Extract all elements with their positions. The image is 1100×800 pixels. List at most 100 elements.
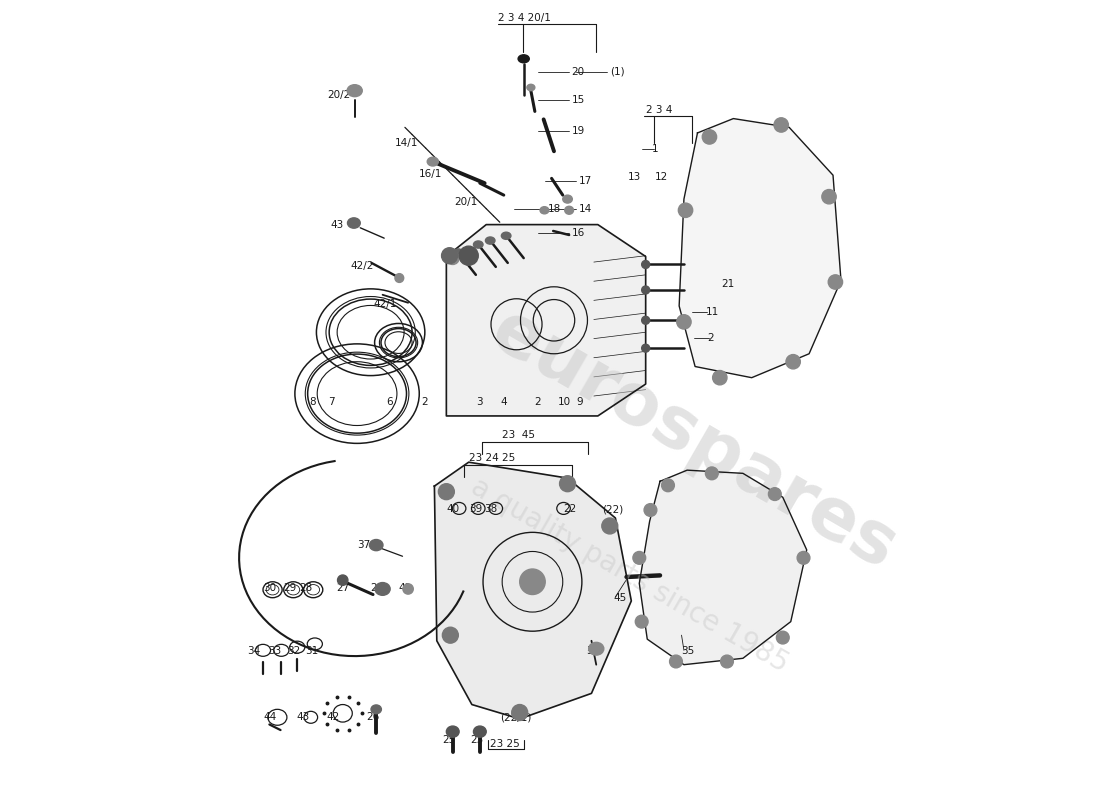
Ellipse shape — [588, 642, 604, 655]
Text: (22): (22) — [602, 504, 623, 514]
Text: 2 3 4: 2 3 4 — [646, 106, 672, 115]
Text: 4: 4 — [500, 397, 507, 406]
Ellipse shape — [641, 316, 650, 324]
Text: 42/2: 42/2 — [351, 261, 374, 271]
Ellipse shape — [641, 286, 650, 294]
Text: 44: 44 — [263, 712, 276, 722]
Ellipse shape — [502, 232, 510, 239]
Text: (1): (1) — [609, 66, 625, 77]
Circle shape — [786, 354, 801, 369]
Ellipse shape — [564, 206, 573, 214]
Text: 32: 32 — [287, 646, 300, 656]
Ellipse shape — [473, 726, 486, 738]
Text: 13: 13 — [627, 172, 640, 182]
Ellipse shape — [563, 195, 572, 203]
Text: 19: 19 — [572, 126, 585, 135]
Circle shape — [679, 203, 693, 218]
Circle shape — [822, 190, 836, 204]
Circle shape — [777, 631, 789, 644]
Circle shape — [661, 479, 674, 492]
Text: 14: 14 — [579, 204, 592, 214]
Text: 21: 21 — [722, 279, 735, 290]
Text: 15: 15 — [572, 95, 585, 106]
Ellipse shape — [338, 575, 348, 586]
Text: 23 24 25: 23 24 25 — [469, 453, 515, 463]
Text: eurospares: eurospares — [478, 296, 909, 584]
Text: 31: 31 — [306, 646, 319, 656]
Polygon shape — [639, 470, 806, 665]
Text: 39: 39 — [469, 504, 482, 514]
Text: 11: 11 — [705, 307, 718, 318]
Text: a quality parts since 1985: a quality parts since 1985 — [466, 473, 793, 678]
Circle shape — [447, 252, 459, 265]
Text: 42: 42 — [327, 712, 340, 722]
Circle shape — [442, 627, 459, 643]
Circle shape — [441, 248, 458, 264]
Ellipse shape — [375, 582, 390, 595]
Text: 25: 25 — [442, 735, 455, 746]
Text: 2: 2 — [535, 397, 541, 406]
Polygon shape — [447, 225, 646, 416]
Text: 16/1: 16/1 — [418, 170, 442, 179]
Text: 34: 34 — [248, 646, 261, 656]
Text: 16: 16 — [572, 227, 585, 238]
Circle shape — [720, 655, 734, 668]
Circle shape — [459, 246, 478, 266]
Circle shape — [676, 314, 691, 329]
Circle shape — [705, 467, 718, 480]
Ellipse shape — [348, 85, 362, 97]
Text: 42/1: 42/1 — [373, 299, 396, 310]
Text: 23 25: 23 25 — [491, 739, 520, 750]
Text: 33: 33 — [268, 646, 282, 656]
Circle shape — [519, 569, 546, 594]
Circle shape — [512, 705, 528, 721]
Circle shape — [670, 655, 682, 668]
Text: 43: 43 — [331, 220, 344, 230]
Ellipse shape — [403, 584, 414, 594]
Text: 35: 35 — [682, 646, 695, 656]
Circle shape — [645, 504, 657, 516]
Text: 10: 10 — [558, 397, 571, 406]
Ellipse shape — [540, 206, 549, 214]
Text: 5: 5 — [441, 250, 448, 260]
Text: (22/1): (22/1) — [499, 712, 531, 722]
Text: 20/2: 20/2 — [327, 90, 350, 101]
Text: 17: 17 — [579, 176, 592, 186]
Text: 37: 37 — [358, 540, 371, 550]
Text: 12: 12 — [656, 172, 669, 182]
Ellipse shape — [370, 539, 383, 550]
Text: 18: 18 — [548, 204, 561, 214]
Text: 26: 26 — [366, 712, 379, 722]
Text: 41: 41 — [398, 583, 411, 593]
Text: 3: 3 — [464, 250, 471, 260]
Circle shape — [774, 118, 789, 132]
Ellipse shape — [453, 249, 463, 256]
Text: 27: 27 — [337, 583, 350, 593]
Ellipse shape — [518, 55, 529, 62]
Circle shape — [702, 130, 716, 144]
Text: 23  45: 23 45 — [503, 430, 536, 440]
Circle shape — [828, 275, 843, 289]
Text: 8: 8 — [309, 397, 316, 406]
Circle shape — [636, 615, 648, 628]
Text: 29: 29 — [283, 583, 296, 593]
Ellipse shape — [641, 261, 650, 269]
Ellipse shape — [527, 84, 535, 90]
Polygon shape — [434, 462, 631, 719]
Text: 45: 45 — [614, 593, 627, 602]
Text: 38: 38 — [485, 504, 498, 514]
Text: 2: 2 — [707, 333, 714, 343]
Text: 40: 40 — [447, 504, 460, 514]
Text: 24: 24 — [371, 583, 384, 593]
Ellipse shape — [371, 705, 382, 714]
Text: 6: 6 — [386, 397, 393, 406]
Text: 14/1: 14/1 — [395, 138, 418, 148]
Text: 23: 23 — [471, 735, 484, 746]
Text: 7: 7 — [329, 397, 336, 406]
Text: 36: 36 — [586, 646, 600, 656]
Polygon shape — [679, 118, 842, 378]
Ellipse shape — [641, 344, 650, 352]
Circle shape — [439, 484, 454, 500]
Ellipse shape — [348, 218, 361, 228]
Text: 2: 2 — [421, 397, 428, 406]
